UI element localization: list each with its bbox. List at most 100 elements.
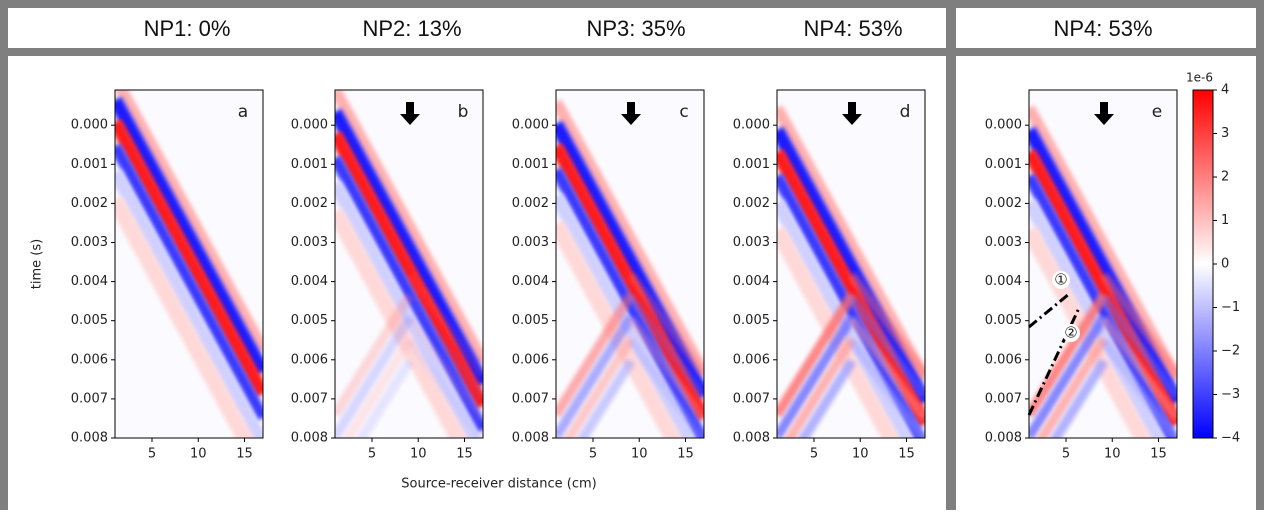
wave-band xyxy=(556,120,704,400)
reflect-band xyxy=(848,316,925,422)
reflect-band xyxy=(1029,292,1109,418)
y-tick-label: 0.003 xyxy=(71,235,108,250)
y-tick-label: 0.007 xyxy=(985,391,1022,406)
reflect-band xyxy=(627,316,704,422)
annotation: ① xyxy=(1054,271,1067,289)
reflect-band xyxy=(335,314,415,438)
reflect-band xyxy=(848,294,925,400)
panel-title: NP2: 13% xyxy=(362,16,461,41)
x-tick-label: 10 xyxy=(852,447,869,462)
y-tick-label: 0.002 xyxy=(733,196,770,211)
y-tick-label: 0.004 xyxy=(733,274,770,289)
wave-band xyxy=(556,192,696,438)
y-tick-label: 0.000 xyxy=(291,118,328,133)
x-tick-label: 15 xyxy=(456,447,473,462)
y-tick-label: 0.006 xyxy=(985,352,1022,367)
x-tick-label: 15 xyxy=(236,447,253,462)
y-tick-label: 0.003 xyxy=(733,235,770,250)
reflect-band xyxy=(777,292,857,418)
reflect-band xyxy=(1029,314,1109,438)
y-tick-label: 0.004 xyxy=(291,274,328,289)
y-tick-label: 0.002 xyxy=(291,196,328,211)
wave-band xyxy=(556,99,704,377)
y-tick-label: 0.008 xyxy=(985,431,1022,446)
colorbar-tick-label: 2 xyxy=(1221,170,1229,185)
x-tick-label: 15 xyxy=(677,447,694,462)
y-tick-label: 0.005 xyxy=(733,313,770,328)
y-tick-label: 0.008 xyxy=(71,431,108,446)
y-tick-label: 0.001 xyxy=(71,157,108,172)
wave-band xyxy=(556,220,682,438)
arrow xyxy=(621,102,641,125)
colorbar-tick-label: −3 xyxy=(1221,387,1240,402)
reflect-band xyxy=(556,292,636,418)
reflect-band xyxy=(848,338,925,438)
reflect-band xyxy=(406,294,483,400)
plot-border xyxy=(1028,89,1178,439)
colorbar-tick-label: −1 xyxy=(1221,300,1240,315)
panel-label: c xyxy=(679,102,688,122)
y-tick-label: 0.002 xyxy=(985,196,1022,211)
reflect-band xyxy=(563,336,636,438)
reflect-band xyxy=(576,358,636,438)
x-tick-label: 15 xyxy=(1150,447,1167,462)
reflect-band xyxy=(627,338,704,438)
y-tick-label: 0.006 xyxy=(733,352,770,367)
wave-band xyxy=(1029,198,1166,438)
y-tick-label: 0.008 xyxy=(291,431,328,446)
panel-title: NP4: 53% xyxy=(1053,16,1152,41)
x-tick-label: 10 xyxy=(410,447,427,462)
y-tick-label: 0.000 xyxy=(985,118,1022,133)
y-axis-label: time (s) xyxy=(30,239,45,289)
y-tick-label: 0.004 xyxy=(512,274,549,289)
reflect-band xyxy=(1100,316,1177,422)
wave-band xyxy=(115,168,263,438)
arrow xyxy=(1094,102,1114,125)
annotation-bg xyxy=(1052,271,1070,289)
heatmap xyxy=(1029,90,1177,438)
reflect-band xyxy=(784,336,857,438)
reflect-band xyxy=(406,338,483,438)
reflect-band xyxy=(406,316,483,422)
colorbar-tick-label: 4 xyxy=(1221,83,1229,98)
y-tick-label: 0.001 xyxy=(733,157,770,172)
reflect-band xyxy=(627,294,704,400)
reflect-band xyxy=(556,314,636,438)
colorbar-tick-label: 3 xyxy=(1221,126,1229,141)
heatmap xyxy=(777,90,925,438)
colorbar-tick-label: 0 xyxy=(1221,257,1229,272)
y-tick-label: 0.003 xyxy=(985,235,1022,250)
panel-title: NP3: 35% xyxy=(586,16,685,41)
arrow xyxy=(400,102,420,125)
y-tick-label: 0.001 xyxy=(291,157,328,172)
reflect-band xyxy=(355,358,415,438)
annotation: ② xyxy=(1064,324,1077,342)
y-tick-label: 0.001 xyxy=(512,157,549,172)
panel-title: NP4: 53% xyxy=(803,16,902,41)
reflect-band xyxy=(627,272,704,378)
x-tick-label: 10 xyxy=(1104,447,1121,462)
y-tick-label: 0.002 xyxy=(71,196,108,211)
wave-band xyxy=(335,90,483,365)
y-tick-label: 0.003 xyxy=(512,235,549,250)
plot-border xyxy=(114,89,264,439)
header-box xyxy=(8,8,946,48)
panel-label: d xyxy=(900,102,911,122)
reflect-band xyxy=(1036,336,1109,438)
wave-band xyxy=(115,196,254,438)
y-tick-label: 0.002 xyxy=(512,196,549,211)
x-axis-label: Source-receiver distance (cm) xyxy=(401,477,597,492)
y-tick-label: 0.006 xyxy=(291,352,328,367)
y-tick-label: 0.001 xyxy=(985,157,1022,172)
y-tick-label: 0.007 xyxy=(291,391,328,406)
reflect-band xyxy=(797,358,857,438)
arrow xyxy=(842,102,862,125)
x-tick-label: 5 xyxy=(810,447,818,462)
wave-band xyxy=(115,96,263,376)
x-tick-label: 5 xyxy=(589,447,597,462)
reflect-band xyxy=(342,336,415,438)
y-tick-label: 0.005 xyxy=(71,313,108,328)
plot-border xyxy=(334,89,484,439)
wave-band xyxy=(115,90,263,353)
